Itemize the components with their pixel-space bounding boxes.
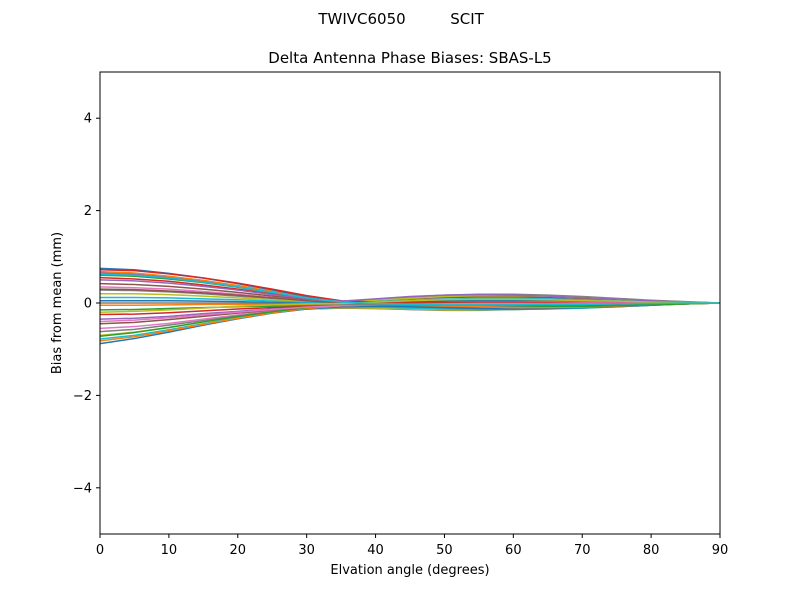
x-tick-label: 20: [230, 543, 247, 558]
y-axis-ticks: −4 −2 0 2 4: [73, 112, 100, 496]
x-tick-label: 0: [96, 543, 104, 558]
suptitle-solution: SCIT: [450, 10, 484, 28]
x-tick-label: 80: [643, 543, 660, 558]
y-tick-label: −4: [73, 481, 92, 496]
x-axis-label: Elvation angle (degrees): [330, 563, 489, 578]
y-tick-label: −2: [73, 389, 92, 404]
series-line-29: [100, 298, 720, 313]
y-tick-label: 0: [84, 297, 92, 312]
y-tick-label: 4: [84, 112, 92, 127]
y-axis-label: Bias from mean (mm): [50, 232, 65, 374]
chart-title: Delta Antenna Phase Biases: SBAS-L5: [268, 49, 551, 67]
suptitle-station: TWIVC6050: [317, 10, 405, 28]
y-tick-label: 2: [84, 204, 92, 219]
x-tick-label: 40: [367, 543, 384, 558]
x-tick-label: 60: [505, 543, 522, 558]
x-tick-label: 30: [298, 543, 315, 558]
series-line-23: [100, 302, 720, 338]
x-tick-label: 90: [712, 543, 729, 558]
series-line-30: [100, 273, 720, 306]
x-axis-ticks: 0 10 20 30 40 50 60 70 80 90: [96, 534, 728, 558]
x-tick-label: 70: [574, 543, 591, 558]
series-layer: [100, 267, 720, 345]
x-tick-label: 50: [436, 543, 453, 558]
x-tick-label: 10: [161, 543, 178, 558]
